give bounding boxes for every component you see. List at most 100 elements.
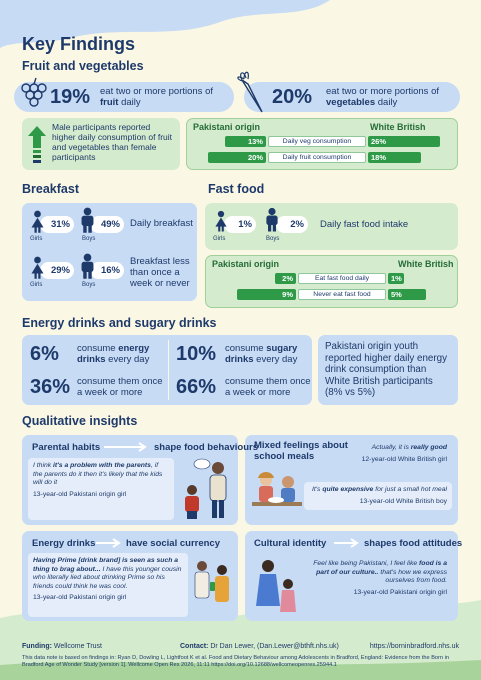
energy-note: Pakistani origin youth reported higher d… xyxy=(318,335,458,405)
girls-value: 1% xyxy=(224,216,256,233)
bar: 18% xyxy=(368,152,422,163)
text-segment: consume them once a week or more xyxy=(225,376,311,398)
text-segment: consume them once a week or more xyxy=(77,376,163,398)
text-segment: consume xyxy=(225,343,267,354)
card-subtitle: shape food behaviours xyxy=(154,442,258,453)
text-segment: every day xyxy=(105,354,150,365)
bar-label: 5% xyxy=(391,290,402,299)
stat-text: consume them once a week or more xyxy=(77,376,163,398)
top-wave xyxy=(0,0,330,48)
stat-value: 10% xyxy=(176,343,217,365)
card-title: Mixed feelings about school meals xyxy=(254,440,348,462)
row-label: Daily veg consumption xyxy=(268,136,366,147)
carrot-icon xyxy=(237,71,263,113)
text-segment: that's how we express ourselves from foo… xyxy=(378,568,447,585)
girl-icon xyxy=(30,256,45,279)
text-segment: It's xyxy=(311,486,323,493)
quote: I think it's a problem with the parents,… xyxy=(28,458,174,520)
stat-value: 20% xyxy=(272,86,313,108)
boys-label: Boys xyxy=(266,236,280,242)
attribution: 13-year-old Pakistani origin girl xyxy=(33,490,127,498)
quote-text: Actually, it is really good xyxy=(341,444,447,453)
attribution: 12-year-old White British girl xyxy=(361,455,447,463)
card-subtitle: have social currency xyxy=(126,538,220,549)
up-arrow xyxy=(28,126,46,163)
row-label: Breakfast less than once a week or never xyxy=(130,256,190,289)
comparison-header: Pakistani origin xyxy=(193,122,261,132)
gender-note: Male participants reported higher daily … xyxy=(52,122,173,162)
gender-box xyxy=(22,118,180,170)
arrow xyxy=(104,442,147,452)
quote-text: Feel like being Pakistani, I feel like f… xyxy=(309,560,447,586)
illustration xyxy=(252,472,302,506)
bottom-band xyxy=(0,660,481,680)
stat-text: consume sugary drinks every day xyxy=(225,343,311,365)
row-label: Daily breakfast xyxy=(130,218,193,229)
arrow xyxy=(334,538,359,548)
comparison-header: White British xyxy=(398,259,454,269)
energy-box xyxy=(22,335,312,405)
boys-value: 2% xyxy=(276,216,308,233)
card-subtitle: shapes food attitudes xyxy=(364,538,463,549)
girls-value: 29% xyxy=(40,262,74,279)
text-segment: eat two or more portions of xyxy=(326,86,439,97)
text-segment: eat two or more portions of xyxy=(100,86,213,97)
funding: Funding: Wellcome Trust xyxy=(22,643,102,650)
quote-text: It's quite expensive for just a small ho… xyxy=(309,486,447,495)
text-segment: energy drinks xyxy=(77,343,150,365)
card-title: Energy drinks xyxy=(32,538,96,549)
boy-icon xyxy=(266,207,278,232)
grapes-icon xyxy=(21,77,47,107)
quote-text: I think it's a problem with the parents,… xyxy=(33,462,169,488)
boy-icon xyxy=(79,253,96,279)
bar: 20% xyxy=(208,152,266,163)
girl-icon xyxy=(30,210,45,233)
card-title: Cultural identity xyxy=(254,538,327,549)
text-segment: for just a small hot meal xyxy=(373,486,447,493)
text-segment: daily xyxy=(118,97,141,108)
row-label: Daily fruit consumption xyxy=(268,152,366,163)
text-segment: food is a part of our culture.. xyxy=(316,560,447,576)
bar-label: 20% xyxy=(247,153,263,162)
text-segment: quite expensive xyxy=(322,486,374,493)
boys-value: 49% xyxy=(90,216,124,233)
text-segment: really good xyxy=(410,444,447,451)
fast-food-label: Daily fast food intake xyxy=(320,219,409,230)
section-heading: Fruit and vegetables xyxy=(22,59,144,73)
funding-value: Wellcome Trust xyxy=(53,643,102,650)
text-segment: it's a problem with the parents xyxy=(53,462,151,469)
text-segment: Having Prime [drink brand] is seen as su… xyxy=(33,557,179,573)
text-segment: fruit xyxy=(100,97,119,108)
quote: Actually, it is really good 12-year-old W… xyxy=(336,440,452,468)
section-heading: Qualitative insights xyxy=(22,414,138,428)
stat-value: 19% xyxy=(50,86,91,108)
quote-text: Having Prime [drink brand] is seen as su… xyxy=(33,557,183,591)
text-segment: daily xyxy=(375,97,398,108)
bar-label: 9% xyxy=(282,290,293,299)
bar-label: 13% xyxy=(247,137,263,146)
row-label: Eat fast food daily xyxy=(298,273,386,284)
section-heading: Energy drinks and sugary drinks xyxy=(22,316,217,330)
bar-label: 26% xyxy=(371,137,387,146)
bar: 2% xyxy=(275,273,296,284)
section-heading: Breakfast xyxy=(22,182,79,196)
quote: It's quite expensive for just a small ho… xyxy=(304,482,452,511)
boy-icon xyxy=(79,207,96,233)
source-note: This data note is based on findings in: … xyxy=(22,655,449,668)
title: Key Findings xyxy=(22,34,136,54)
bar: 26% xyxy=(368,136,441,147)
text-segment: every day xyxy=(253,354,298,365)
text-segment: vegetables xyxy=(326,97,376,108)
contact-label: Contact: xyxy=(180,643,209,650)
text-segment: consume xyxy=(77,343,119,354)
girls-label: Girls xyxy=(30,282,43,288)
illustration xyxy=(194,561,229,602)
girls-label: Girls xyxy=(30,236,43,242)
attribution: 13-year-old Pakistani origin girl xyxy=(33,594,127,602)
contact-value: Dr Dan Lewer, (Dan.Lewer@bthft.nhs.uk) xyxy=(210,643,339,650)
section-heading: Fast food xyxy=(208,182,265,196)
website[interactable]: https://borninbradford.nhs.uk xyxy=(369,643,459,650)
text-segment: , if the parents do it then it's likely … xyxy=(33,462,163,487)
stat-text: consume energy drinks every day xyxy=(77,343,163,365)
